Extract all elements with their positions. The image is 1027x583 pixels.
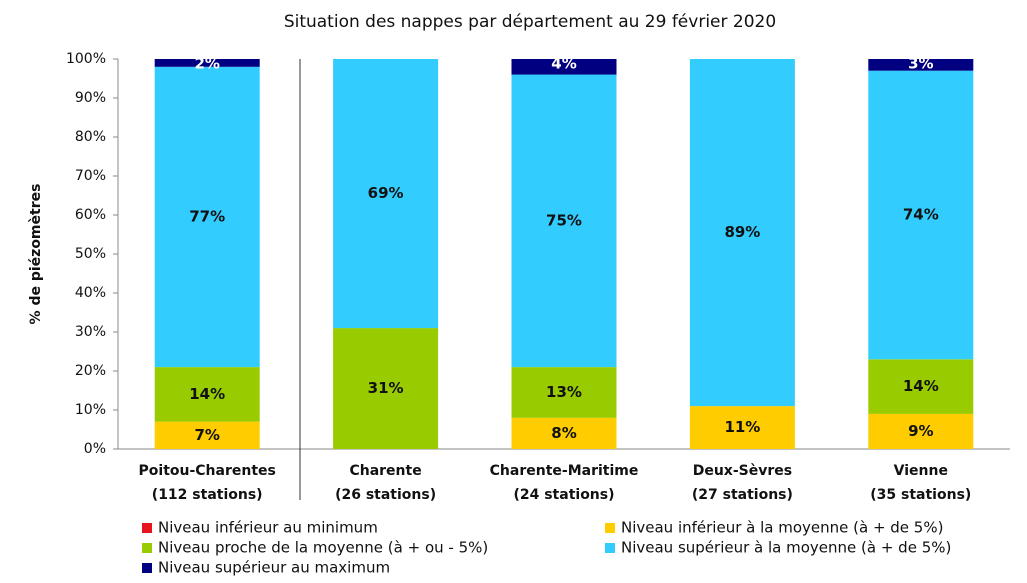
data-label: 89%: [724, 223, 760, 241]
bar-segment: [511, 367, 617, 418]
x-tick-label: (35 stations): [870, 487, 971, 503]
bar-segment: [868, 70, 974, 360]
data-label: 13%: [546, 383, 582, 401]
data-label: 31%: [368, 379, 404, 397]
y-tick-label: 0%: [84, 441, 106, 457]
y-axis-label: % de piézomètres: [28, 184, 44, 325]
bar-segment: [868, 359, 974, 414]
bar-segment: [868, 413, 974, 449]
legend-swatch: [142, 543, 152, 553]
legend-swatch: [142, 563, 152, 573]
legend-label: Niveau inférieur au minimum: [158, 519, 378, 537]
legend-label: Niveau proche de la moyenne (à + ou - 5%…: [158, 539, 488, 557]
data-label: 7%: [194, 426, 219, 444]
x-tick-label: Charente: [349, 463, 421, 479]
x-tick-label: (112 stations): [152, 487, 263, 503]
bar-segment: [333, 328, 439, 449]
bar-segment: [154, 66, 260, 368]
bar-segment: [511, 417, 617, 449]
y-tick-label: 10%: [75, 402, 106, 418]
x-tick-label: (26 stations): [335, 487, 436, 503]
x-tick-label: (27 stations): [692, 487, 793, 503]
legend-label: Niveau supérieur au maximum: [158, 559, 390, 577]
bar-segment: [689, 406, 795, 449]
data-label: 8%: [551, 424, 576, 442]
data-label: 74%: [903, 206, 939, 224]
legend-swatch: [142, 523, 152, 533]
data-label: 75%: [546, 211, 582, 229]
data-label: 14%: [903, 377, 939, 395]
data-label: 14%: [189, 385, 225, 403]
data-label: 9%: [908, 422, 933, 440]
bar-segment: [511, 74, 617, 368]
data-label: 77%: [189, 207, 225, 225]
bar-segment: [154, 367, 260, 422]
y-tick-label: 30%: [75, 324, 106, 340]
data-label: 2%: [194, 55, 219, 73]
legend-label: Niveau supérieur à la moyenne (à + de 5%…: [621, 539, 951, 557]
chart-title: Situation des nappes par département au …: [284, 12, 776, 32]
legend-swatch: [605, 523, 615, 533]
y-tick-label: 100%: [66, 51, 106, 67]
bar-segment: [154, 59, 260, 67]
bar-segment: [511, 59, 617, 75]
y-tick-label: 80%: [75, 129, 106, 145]
data-label: 4%: [551, 55, 576, 73]
data-label: 3%: [908, 55, 933, 73]
bar-segment: [154, 421, 260, 449]
x-tick-label: Deux-Sèvres: [693, 463, 792, 479]
y-tick-label: 90%: [75, 90, 106, 106]
data-label: 69%: [368, 184, 404, 202]
y-tick-label: 40%: [75, 285, 106, 301]
data-label: 11%: [724, 418, 760, 436]
legend-swatch: [605, 543, 615, 553]
y-tick-label: 20%: [75, 363, 106, 379]
y-tick-label: 70%: [75, 168, 106, 184]
bar-segment: [333, 59, 439, 329]
legend-label: Niveau inférieur à la moyenne (à + de 5%…: [621, 519, 943, 537]
x-tick-label: Charente-Maritime: [490, 463, 639, 479]
bar-segment: [689, 59, 795, 407]
x-tick-label: (24 stations): [513, 487, 614, 503]
y-tick-label: 50%: [75, 246, 106, 262]
x-tick-label: Vienne: [894, 463, 948, 479]
x-tick-label: Poitou-Charentes: [139, 463, 276, 479]
bar-segment: [868, 59, 974, 71]
y-tick-label: 60%: [75, 207, 106, 223]
